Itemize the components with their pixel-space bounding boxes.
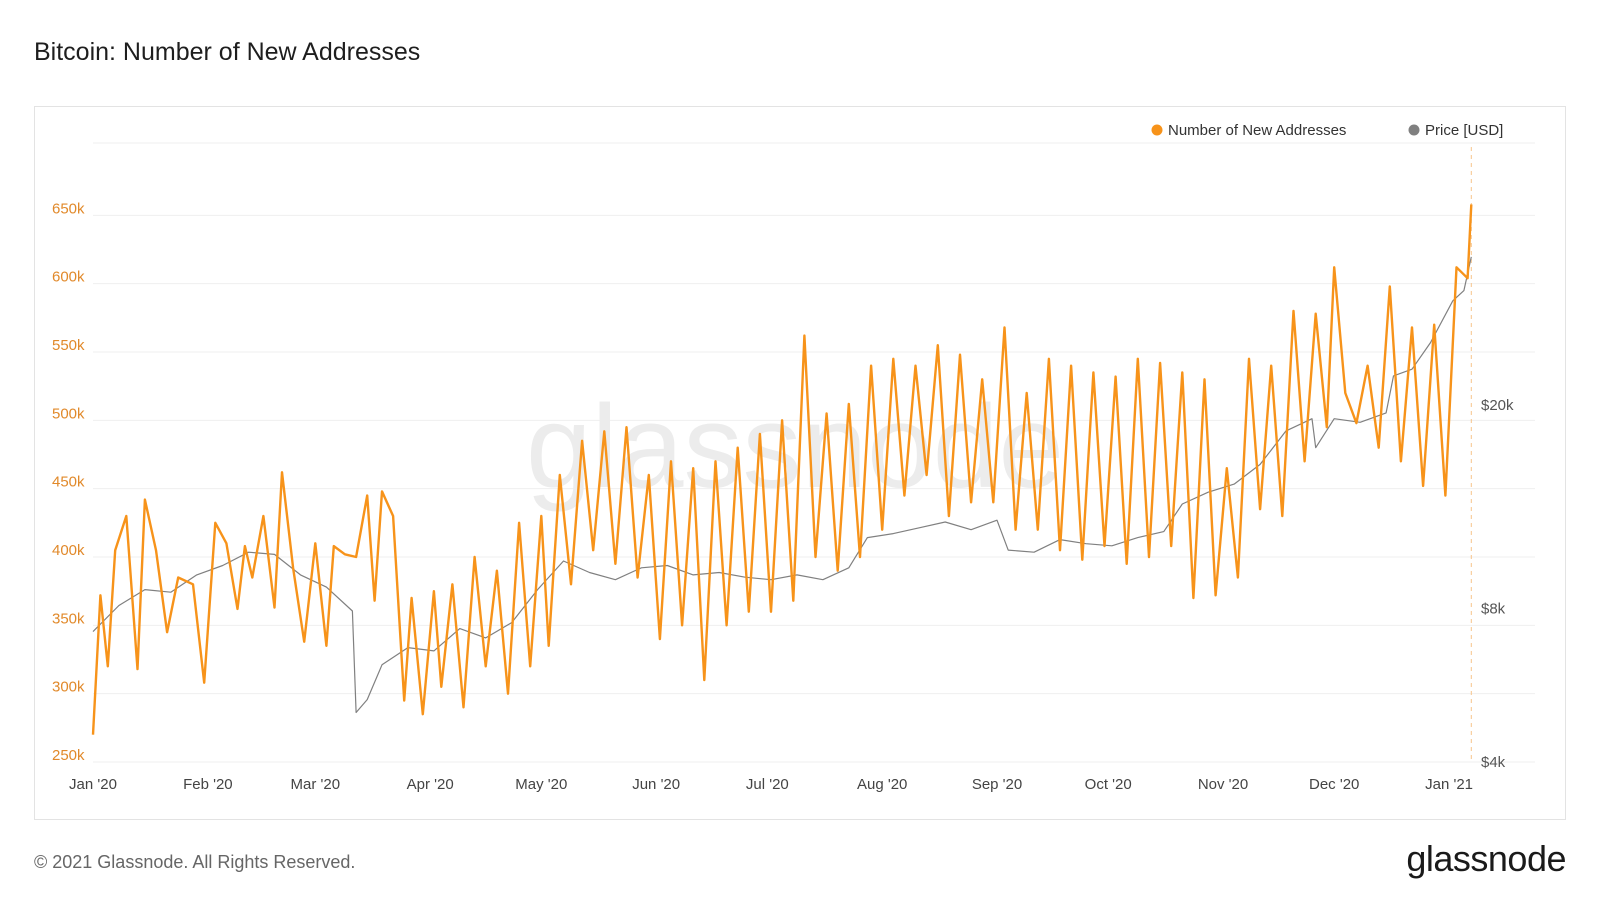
series-line-new-addresses bbox=[91, 204, 1473, 735]
chart-panel: glassnode 250k 300k 350k 400k 450k 500k 550k 60… bbox=[34, 106, 1566, 820]
series-line-price bbox=[92, 256, 1472, 714]
y-left-tick-label: 300k bbox=[52, 679, 85, 696]
y-left-tick-label: 550k bbox=[52, 337, 85, 354]
x-tick-label: Aug '20 bbox=[857, 776, 907, 793]
y-left-tick-label: 600k bbox=[52, 269, 85, 286]
x-tick-label: Apr '20 bbox=[407, 776, 454, 793]
x-axis-ticks: Jan '20 Feb '20 Mar '20 Apr '20 May '20 Jun '… bbox=[69, 776, 1473, 793]
x-tick-label: Jul '20 bbox=[746, 776, 789, 793]
brand-logo-text: glassnode bbox=[1406, 838, 1566, 879]
y-left-tick-label: 350k bbox=[52, 610, 85, 627]
series-lines bbox=[91, 204, 1473, 735]
x-tick-label: Sep '20 bbox=[972, 776, 1022, 793]
legend-label[interactable]: Price [USD] bbox=[1425, 122, 1503, 139]
legend-marker bbox=[1151, 124, 1163, 136]
x-tick-label: Oct '20 bbox=[1085, 776, 1132, 793]
legend-marker bbox=[1408, 124, 1420, 136]
line-chart: glassnode 250k 300k 350k 400k 450k 500k 550k 60… bbox=[52, 122, 1535, 793]
right-axis-ticks: $4k $8k $20k bbox=[1481, 397, 1514, 771]
left-axis-ticks: 250k 300k 350k 400k 450k 500k 550k 600k 650k bbox=[52, 200, 85, 764]
chart-title: Bitcoin: Number of New Addresses bbox=[34, 38, 421, 66]
y-right-tick-label: $20k bbox=[1481, 397, 1514, 414]
legend-label[interactable]: Number of New Addresses bbox=[1168, 122, 1346, 139]
x-tick-label: Dec '20 bbox=[1309, 776, 1359, 793]
y-right-tick-label: $4k bbox=[1481, 754, 1506, 771]
y-left-tick-label: 500k bbox=[52, 405, 85, 422]
x-tick-label: May '20 bbox=[515, 776, 567, 793]
y-left-tick-label: 250k bbox=[52, 747, 85, 764]
y-right-tick-label: $8k bbox=[1481, 600, 1506, 617]
x-tick-label: Jan '21 bbox=[1425, 776, 1473, 793]
x-tick-label: Feb '20 bbox=[183, 776, 233, 793]
y-left-tick-label: 450k bbox=[52, 474, 85, 491]
copyright-text: © 2021 Glassnode. All Rights Reserved. bbox=[34, 852, 356, 872]
x-tick-label: Mar '20 bbox=[291, 776, 341, 793]
y-left-tick-label: 400k bbox=[52, 542, 85, 559]
x-tick-label: Jun '20 bbox=[632, 776, 680, 793]
y-left-tick-label: 650k bbox=[52, 200, 85, 217]
legend: Number of New Addresses Price [USD] bbox=[1151, 122, 1503, 139]
watermark-text: glassnode bbox=[526, 381, 1064, 513]
x-tick-label: Jan '20 bbox=[69, 776, 117, 793]
x-tick-label: Nov '20 bbox=[1198, 776, 1248, 793]
